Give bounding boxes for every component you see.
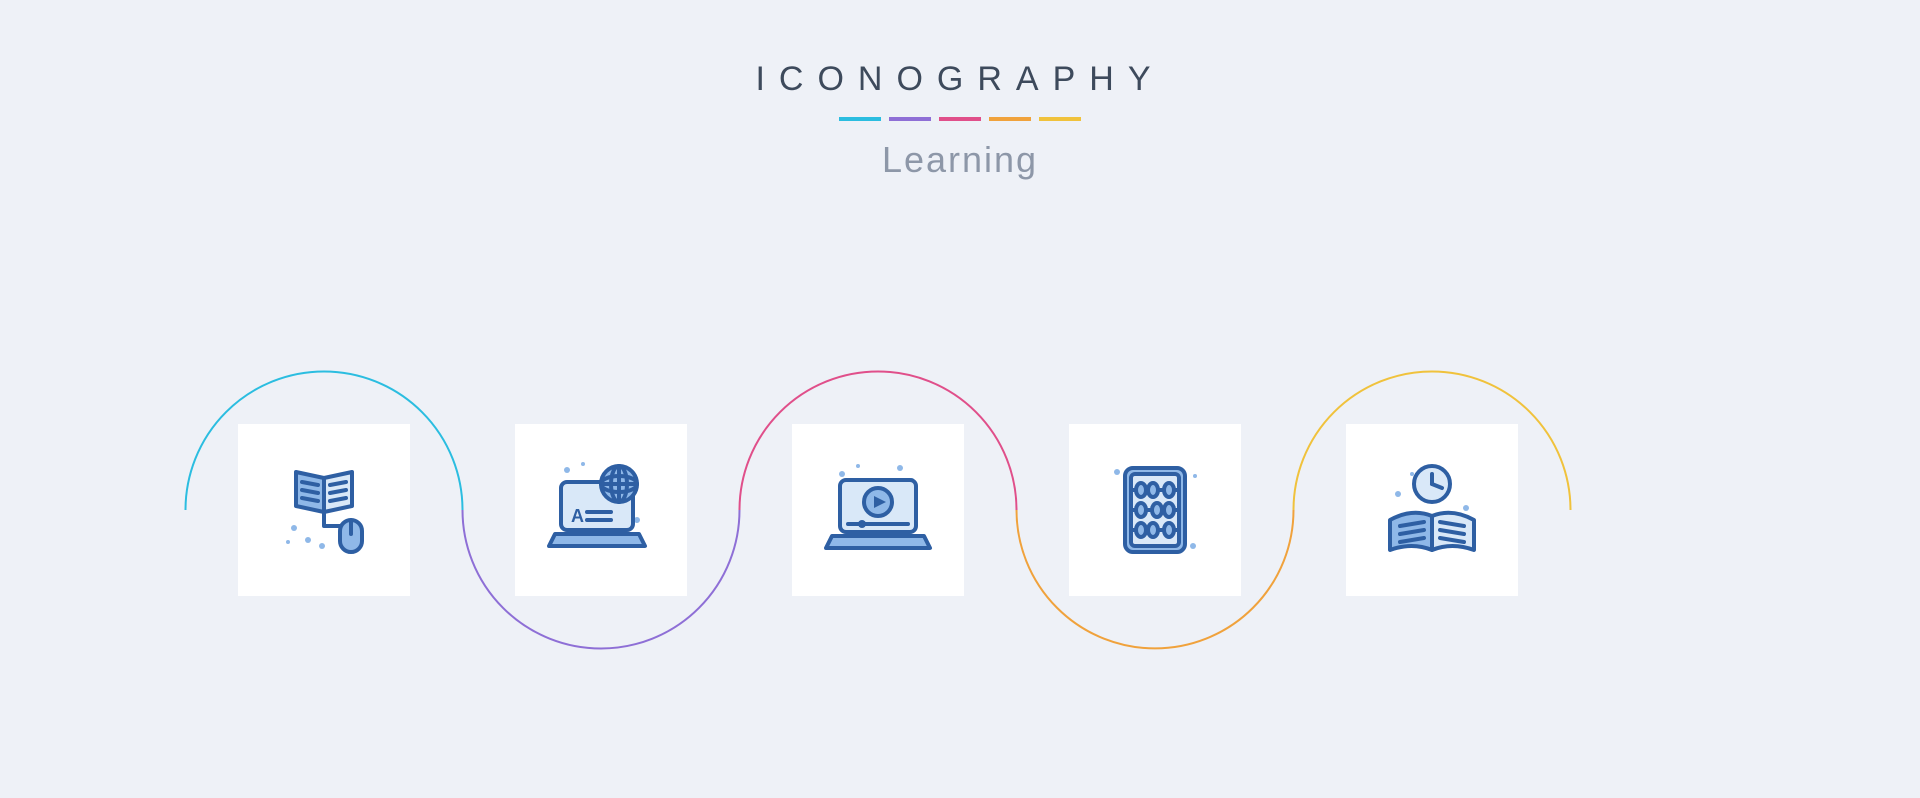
page-title: ICONOGRAPHY [0,60,1920,99]
icon-card [1346,424,1518,596]
svg-text:A: A [571,506,584,526]
icon-card [238,424,410,596]
ebook-mouse-icon [264,450,384,570]
book-clock-icon [1372,450,1492,570]
abacus-icon [1095,450,1215,570]
icon-card [1069,424,1241,596]
icon-stage: A [0,340,1920,680]
divider-bars [0,117,1920,121]
icon-card: A [515,424,687,596]
laptop-video-icon [818,450,938,570]
laptop-globe-icon: A [541,450,661,570]
icon-card [792,424,964,596]
page-subtitle: Learning [0,139,1920,181]
